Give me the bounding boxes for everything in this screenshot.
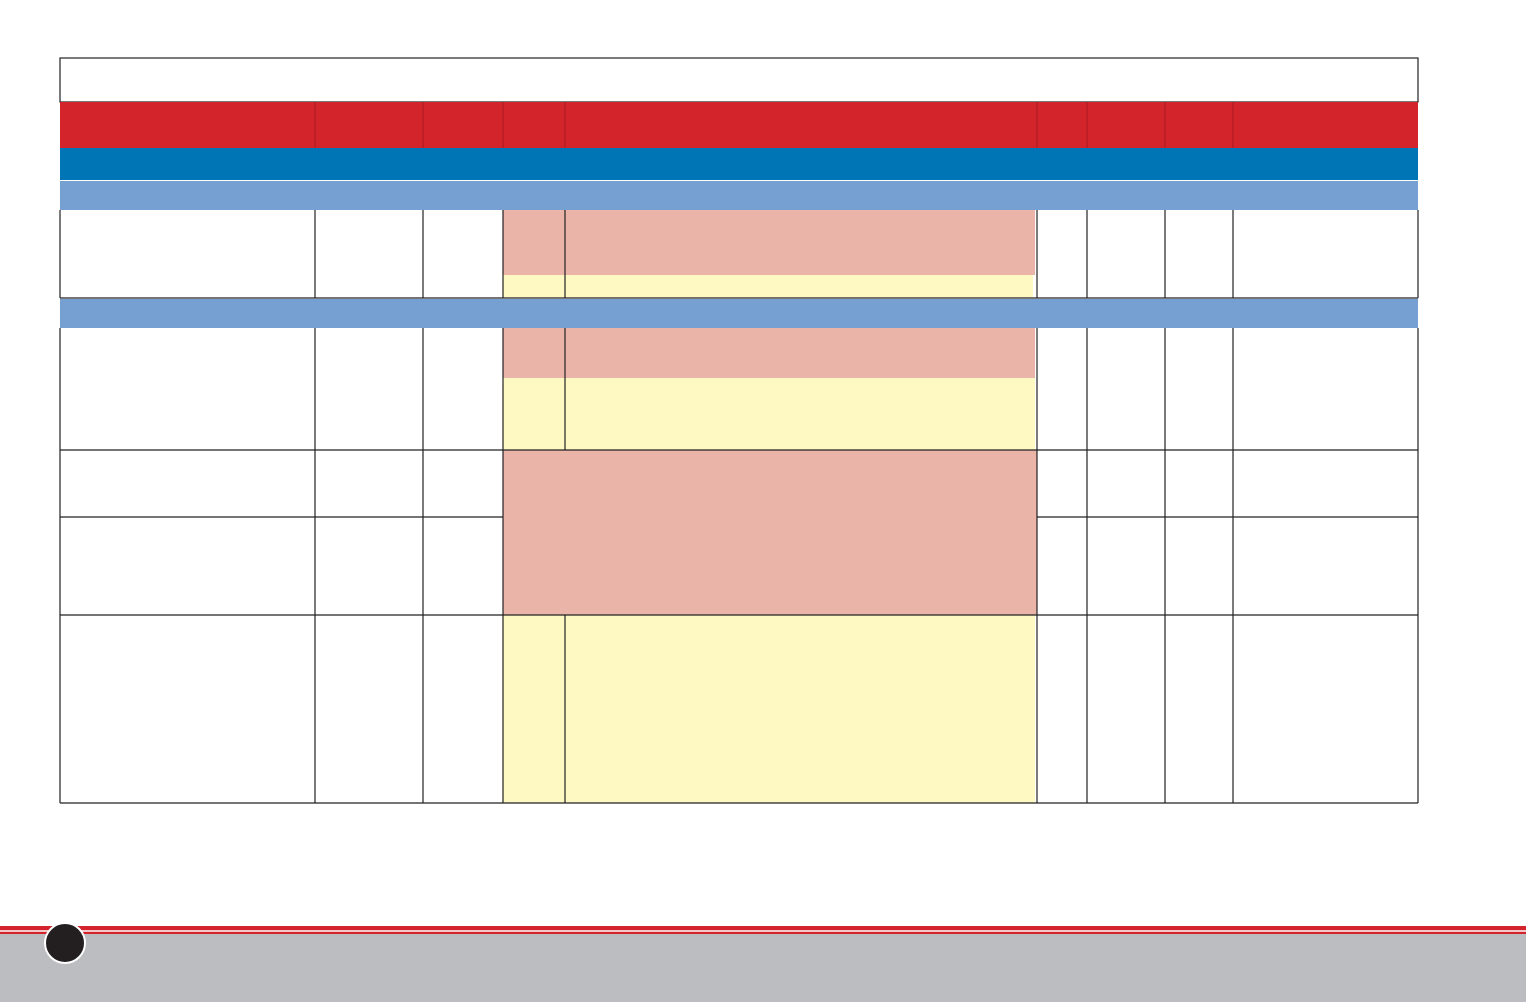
footer-band: [0, 934, 1526, 1002]
pink-cell: [503, 328, 1035, 378]
yellow-cell: [503, 275, 1033, 298]
page-badge: [44, 922, 86, 964]
header-dividers: [314, 102, 1234, 148]
pink-cell: [503, 210, 1035, 275]
yellow-cell: [503, 615, 1035, 803]
footer-rule-highlight: [0, 930, 1526, 932]
header-row: [60, 102, 1418, 148]
subsection-band: [60, 181, 1418, 210]
yellow-cell: [503, 378, 1035, 450]
grid: [59, 210, 1419, 804]
pink-cell: [503, 450, 1037, 615]
title-row: [59, 57, 1419, 103]
subsection-band: [60, 299, 1418, 328]
section-band: [60, 148, 1418, 180]
